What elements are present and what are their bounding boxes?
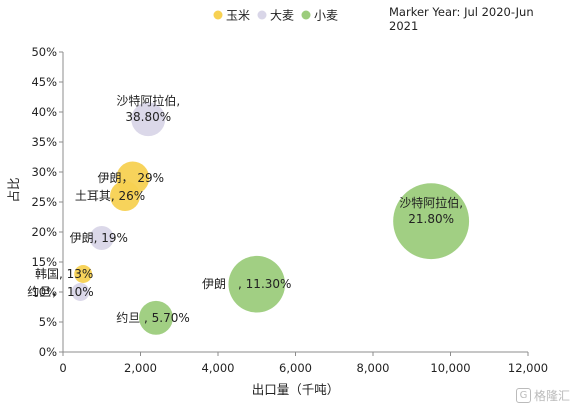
data-label: 沙特阿拉伯, (116, 93, 180, 108)
y-tick-label: 25% (31, 195, 57, 209)
bubble (74, 265, 93, 283)
legend-marker (301, 10, 311, 20)
legend-label: 小麦 (314, 9, 338, 23)
data-label: 伊朗， 29% (98, 171, 165, 185)
bubble (89, 226, 114, 250)
y-tick-label: 50% (31, 45, 57, 59)
legend-marker (257, 10, 267, 20)
watermark-logo-icon: G (515, 388, 531, 403)
x-tick-label: 10,000 (430, 361, 470, 375)
y-tick-label: 15% (31, 255, 57, 269)
x-tick-label: 8,000 (357, 361, 390, 375)
bubble (71, 283, 90, 301)
marker-year-note-line2: 2021 (389, 19, 418, 33)
y-tick-label: 5% (39, 315, 57, 329)
x-tick-label: 12,000 (508, 361, 548, 375)
data-label: 伊朗, 19% (70, 231, 128, 245)
x-tick-label: 2,000 (124, 361, 157, 375)
bubble (393, 183, 470, 260)
y-tick-label: 10% (31, 285, 57, 299)
legend-marker (213, 10, 223, 20)
y-axis-title: 占比 (6, 177, 21, 202)
y-tick-label: 35% (31, 135, 57, 149)
data-label: 韩国, 13% (35, 266, 93, 281)
data-label: 沙特阿拉伯, (399, 195, 463, 210)
data-label: 38.80% (125, 110, 171, 124)
x-tick-label: 4,000 (202, 361, 235, 375)
marker-year-note: Marker Year: Jul 2020-Jun (389, 5, 534, 19)
bubble (131, 102, 166, 137)
watermark: G 格隆汇 (515, 387, 570, 404)
x-tick-label: 6,000 (279, 361, 312, 375)
y-tick-label: 40% (31, 105, 57, 119)
y-tick-label: 0% (39, 345, 57, 359)
y-tick-label: 30% (31, 165, 57, 179)
data-label: 土耳其, 26% (75, 189, 145, 203)
data-label: 伊朗 , 11.30% (202, 277, 291, 291)
y-tick-label: 20% (31, 225, 57, 239)
legend-label: 玉米 (226, 9, 250, 23)
legend-label: 大麦 (270, 9, 294, 23)
bubble (110, 181, 140, 211)
watermark-text: 格隆汇 (533, 389, 570, 403)
x-tick-label: 0 (59, 361, 66, 375)
data-label: 21.80% (408, 212, 454, 226)
y-tick-label: 45% (31, 75, 57, 89)
bubble (139, 300, 173, 335)
data-label: 约旦 , 5.70% (116, 310, 190, 325)
bubble (228, 255, 286, 313)
data-label: 约旦， 10% (27, 284, 94, 299)
x-axis-title: 出口量（千吨） (252, 382, 340, 397)
